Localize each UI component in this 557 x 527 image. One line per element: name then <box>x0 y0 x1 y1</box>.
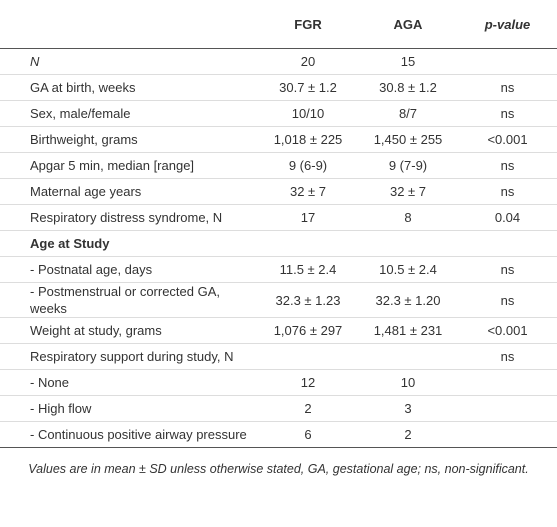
row-label: Respiratory distress syndrome, N <box>0 204 258 231</box>
empty-cell <box>458 421 557 448</box>
cell: 10.5 ± 2.4 <box>358 256 458 283</box>
row-label: - Postmenstrual or corrected GA, weeks <box>0 282 258 318</box>
empty-cell <box>358 343 458 370</box>
header-row: FGR AGA p-value <box>0 0 557 49</box>
row-label: Weight at study, grams <box>0 317 258 344</box>
cell: 32 ± 7 <box>258 178 358 205</box>
cell: 2 <box>358 421 458 448</box>
cell: 9 (7-9) <box>358 152 458 179</box>
empty-cell <box>458 369 557 396</box>
table-row: Sex, male/female 10/10 8/7 ns <box>0 100 557 127</box>
cell: 1,481 ± 231 <box>358 317 458 344</box>
table-row: - High flow 2 3 <box>0 395 557 422</box>
cell: 6 <box>258 421 358 448</box>
row-label: Respiratory support during study, N <box>0 343 258 370</box>
table-row: Maternal age years 32 ± 7 32 ± 7 ns <box>0 178 557 205</box>
row-label: Birthweight, grams <box>0 126 258 153</box>
row-label: - High flow <box>0 395 258 422</box>
cell: 32.3 ± 1.20 <box>358 282 458 318</box>
cell: 8 <box>358 204 458 231</box>
column-header: AGA <box>358 0 458 49</box>
row-label: - Continuous positive airway pressure <box>0 421 258 448</box>
empty-cell <box>458 395 557 422</box>
cell: 30.7 ± 1.2 <box>258 74 358 101</box>
cell: 1,450 ± 255 <box>358 126 458 153</box>
row-label: GA at birth, weeks <box>0 74 258 101</box>
cell: 15 <box>358 48 458 75</box>
cell: 32 ± 7 <box>358 178 458 205</box>
cell: 3 <box>358 395 458 422</box>
cell: ns <box>458 152 557 179</box>
cell: ns <box>458 100 557 127</box>
cell: 9 (6-9) <box>258 152 358 179</box>
column-header: FGR <box>258 0 358 49</box>
row-label: - Postnatal age, days <box>0 256 258 283</box>
cell: <0.001 <box>458 126 557 153</box>
data-table: FGR AGA p-value N 20 15 GA at birth, weeks 3… <box>0 0 557 448</box>
cell: 32.3 ± 1.23 <box>258 282 358 318</box>
cell: ns <box>458 256 557 283</box>
cell: 12 <box>258 369 358 396</box>
table-row: - Postnatal age, days 11.5 ± 2.4 10.5 ± 2.… <box>0 256 557 283</box>
cell: 10 <box>358 369 458 396</box>
cell: 11.5 ± 2.4 <box>258 256 358 283</box>
cell: 10/10 <box>258 100 358 127</box>
table-row: Age at Study <box>0 230 557 257</box>
table-row: Birthweight, grams 1,018 ± 225 1,450 ± 255… <box>0 126 557 153</box>
cell: <0.001 <box>458 317 557 344</box>
row-label: N <box>0 48 258 75</box>
cell: ns <box>458 343 557 370</box>
cell: ns <box>458 178 557 205</box>
cell: 30.8 ± 1.2 <box>358 74 458 101</box>
table-row: Apgar 5 min, median [range] 9 (6-9) 9 (7-9… <box>0 152 557 179</box>
cell: 2 <box>258 395 358 422</box>
cell: 1,076 ± 297 <box>258 317 358 344</box>
cell: 0.04 <box>458 204 557 231</box>
empty-cell <box>258 343 358 370</box>
column-header: p-value <box>458 0 557 49</box>
cell: ns <box>458 74 557 101</box>
table-row: Respiratory support during study, N ns <box>0 343 557 370</box>
table-row: N 20 15 <box>0 48 557 75</box>
cell: 17 <box>258 204 358 231</box>
row-label: Apgar 5 min, median [range] <box>0 152 258 179</box>
empty-cell <box>458 48 557 75</box>
table-row: Respiratory distress syndrome, N 17 8 0.04 <box>0 204 557 231</box>
table-row: - None 12 10 <box>0 369 557 396</box>
cell: ns <box>458 282 557 318</box>
cell: 8/7 <box>358 100 458 127</box>
footnote: Values are in mean ± SD unless otherwise… <box>28 462 529 476</box>
section-label: Age at Study <box>0 230 557 257</box>
table-row: - Continuous positive airway pressure 6 2 <box>0 421 557 448</box>
cell: 1,018 ± 225 <box>258 126 358 153</box>
row-label: Sex, male/female <box>0 100 258 127</box>
table-row: Weight at study, grams 1,076 ± 297 1,481 ±… <box>0 317 557 344</box>
table-row: - Postmenstrual or corrected GA, weeks 32… <box>0 282 557 318</box>
table-row: GA at birth, weeks 30.7 ± 1.2 30.8 ± 1.2 ns <box>0 74 557 101</box>
cell: 20 <box>258 48 358 75</box>
row-label: - None <box>0 369 258 396</box>
row-label: Maternal age years <box>0 178 258 205</box>
